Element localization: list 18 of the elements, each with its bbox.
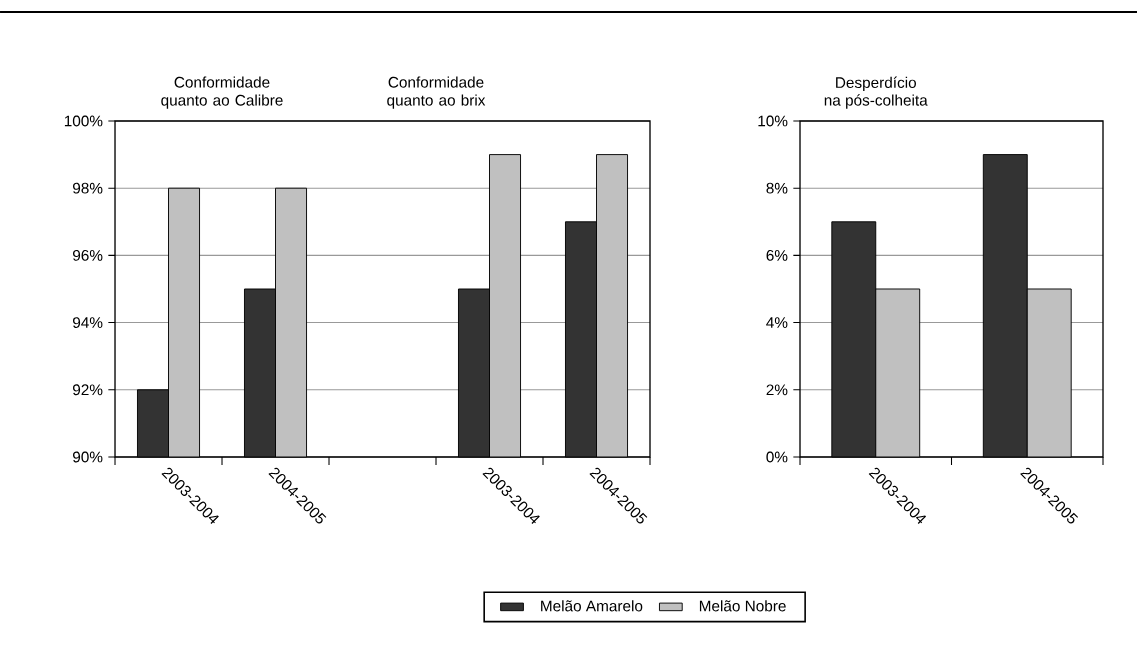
y-tick-label: 100% xyxy=(64,115,103,127)
y-tick-label: 90% xyxy=(72,451,103,463)
y-tick-label: 6% xyxy=(766,249,788,261)
legend-label: Melão Nobre xyxy=(699,600,786,612)
text: Conformidade quanto ao Calibre xyxy=(161,76,283,109)
legend-label: Melão Amarelo xyxy=(541,600,643,612)
y-tick-label: 0% xyxy=(766,451,788,463)
y-tick-label: 8% xyxy=(766,182,788,194)
y-tick-label: 96% xyxy=(72,249,103,261)
y-tick-label: 98% xyxy=(72,182,103,194)
text: Conformidade quanto ao brix xyxy=(387,76,486,109)
y-tick-label: 4% xyxy=(766,317,788,328)
chart-subtitle: na pós-colheita xyxy=(824,94,928,109)
y-tick-label: 94% xyxy=(72,317,103,329)
y-tick-label: 10% xyxy=(758,115,788,127)
y-tick-label: 2% xyxy=(766,384,788,396)
y-tick-label: 92% xyxy=(72,384,103,396)
chart-title: Desperdício xyxy=(836,76,917,92)
